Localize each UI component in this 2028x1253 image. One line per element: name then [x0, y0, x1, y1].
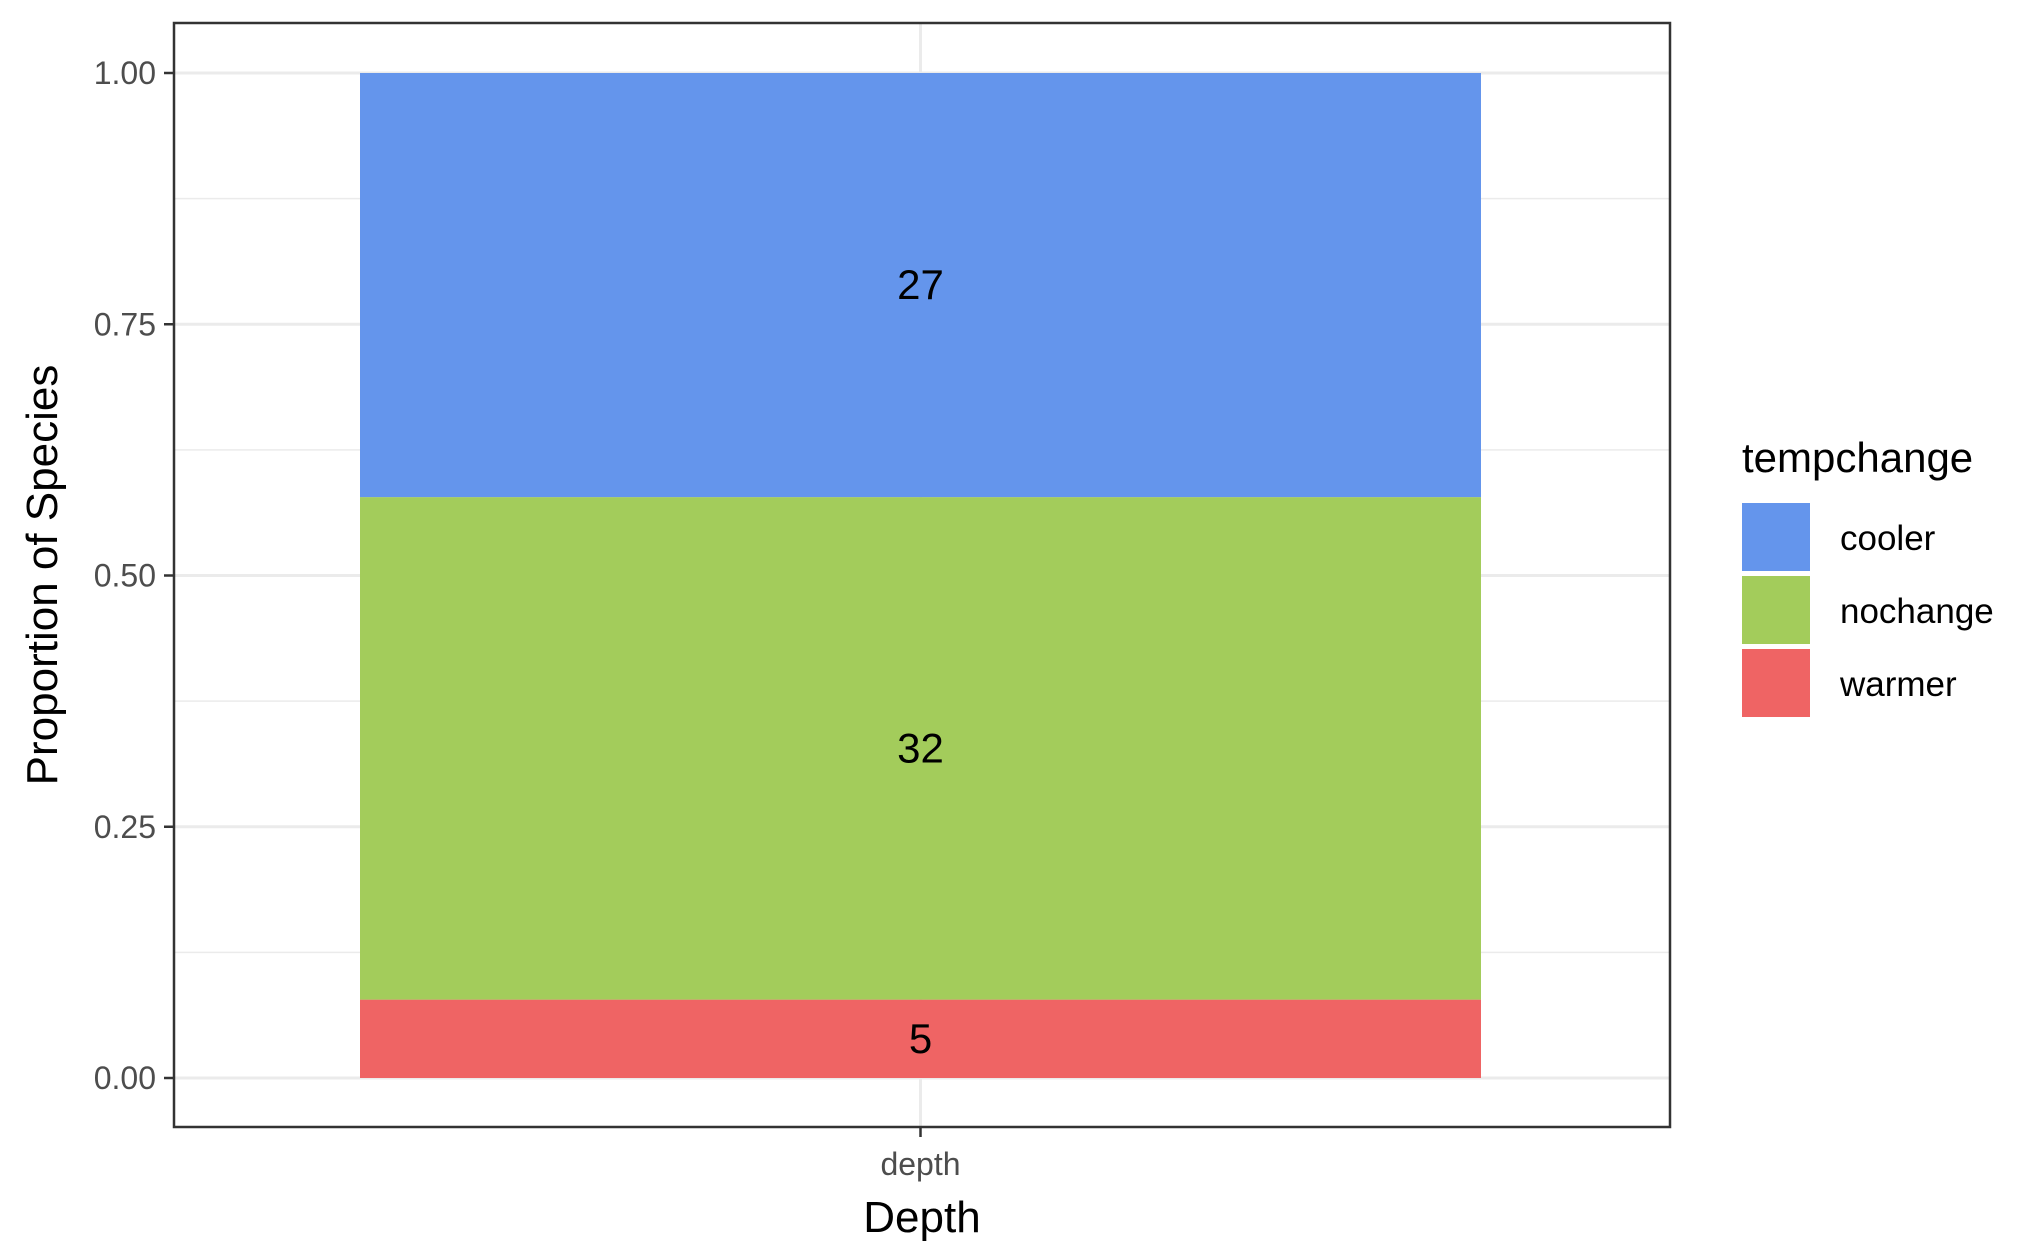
y-tick-label: 0.50 — [94, 558, 156, 594]
legend-title: tempchange — [1742, 434, 1973, 481]
y-tick-label: 0.75 — [94, 306, 156, 342]
y-axis: 0.00 0.25 0.50 0.75 1.00 — [94, 55, 174, 1096]
y-tick-label: 1.00 — [94, 55, 156, 91]
x-axis-title: Depth — [863, 1193, 980, 1242]
legend-label-cooler: cooler — [1840, 519, 1936, 558]
y-axis-title: Proportion of Species — [18, 365, 67, 786]
bar-segment-nochange — [360, 497, 1481, 1000]
y-tick-label: 0.00 — [94, 1060, 156, 1096]
legend-label-nochange: nochange — [1840, 592, 1994, 631]
legend-key-nochange — [1742, 576, 1810, 644]
legend: tempchange cooler nochange warmer — [1742, 434, 1994, 717]
x-tick-label: depth — [880, 1146, 960, 1182]
x-axis: depth — [880, 1127, 961, 1182]
legend-items: cooler nochange warmer — [1742, 503, 1994, 717]
bar-segment-warmer — [360, 999, 1481, 1078]
y-tick-label: 0.25 — [94, 809, 156, 845]
segment-labels: 5 32 27 — [897, 261, 944, 1062]
bar-segments — [360, 73, 1481, 1078]
bar-segment-cooler — [360, 73, 1481, 498]
data-label-nochange: 32 — [897, 724, 944, 771]
legend-key-cooler — [1742, 503, 1810, 571]
legend-label-warmer: warmer — [1839, 665, 1957, 704]
legend-key-warmer — [1742, 649, 1810, 717]
data-label-warmer: 5 — [909, 1015, 932, 1062]
data-label-cooler: 27 — [897, 261, 944, 308]
